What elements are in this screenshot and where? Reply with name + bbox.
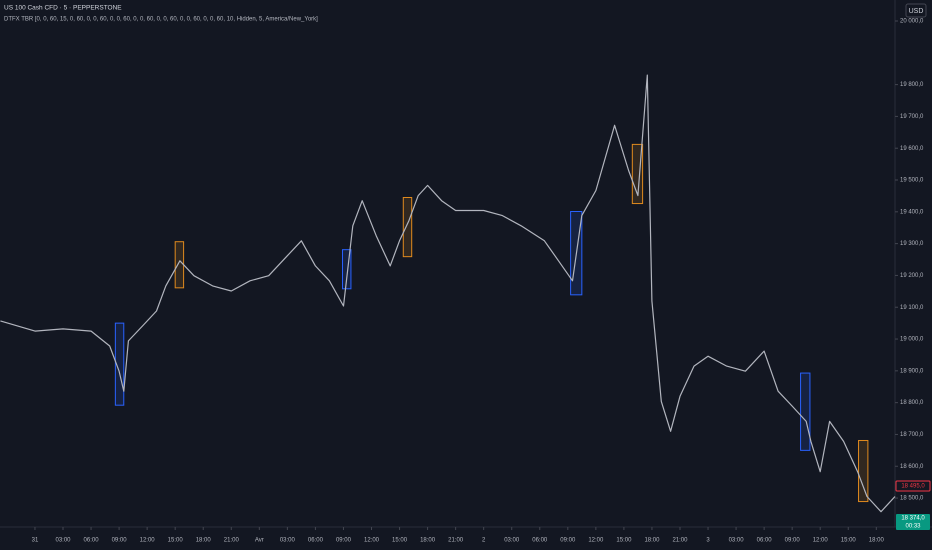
x-tick-label: Avr bbox=[255, 538, 264, 544]
y-tick-label: 19 100,0 bbox=[900, 305, 924, 311]
session-box bbox=[800, 372, 811, 451]
y-tick-label: 19 800,0 bbox=[900, 82, 924, 88]
y-tick-label: 19 700,0 bbox=[900, 114, 924, 120]
x-tick-label: 15:00 bbox=[841, 538, 857, 544]
y-tick-label: 18 500,0 bbox=[900, 496, 924, 502]
x-tick-label: 2 bbox=[482, 538, 486, 544]
x-tick-label: 15:00 bbox=[168, 538, 184, 544]
price-marker-label: 18 495,0 bbox=[901, 484, 925, 490]
x-tick-label: 09:00 bbox=[560, 538, 576, 544]
price-marker bbox=[895, 480, 931, 492]
x-tick-label: 3 bbox=[706, 538, 710, 544]
x-tick-label: 18:00 bbox=[420, 538, 436, 544]
session-box bbox=[402, 197, 413, 258]
x-tick-label: 03:00 bbox=[55, 538, 71, 544]
x-tick-label: 18:00 bbox=[869, 538, 885, 544]
x-tick-label: 21:00 bbox=[224, 538, 240, 544]
last-price-label: 18 374,0 bbox=[901, 516, 925, 522]
y-tick-label: 19 000,0 bbox=[900, 337, 924, 343]
x-tick-label: 18:00 bbox=[196, 538, 212, 544]
x-tick-label: 15:00 bbox=[616, 538, 632, 544]
last-price-badge bbox=[896, 514, 930, 530]
y-tick-label: 19 500,0 bbox=[900, 178, 924, 184]
x-tick-label: 12:00 bbox=[140, 538, 156, 544]
x-tick-label: 21:00 bbox=[448, 538, 464, 544]
x-tick-label: 09:00 bbox=[785, 538, 801, 544]
currency-button[interactable] bbox=[905, 3, 927, 18]
session-box bbox=[342, 249, 352, 290]
session-box bbox=[631, 143, 644, 205]
session-box bbox=[114, 322, 125, 406]
currency-label: USD bbox=[909, 8, 924, 15]
x-tick-label: 21:00 bbox=[672, 538, 688, 544]
session-box bbox=[858, 439, 869, 503]
x-tick-label: 03:00 bbox=[729, 538, 745, 544]
x-tick-label: 12:00 bbox=[364, 538, 380, 544]
x-tick-label: 09:00 bbox=[336, 538, 352, 544]
session-box bbox=[174, 241, 185, 289]
x-tick-label: 03:00 bbox=[504, 538, 520, 544]
y-tick-label: 19 300,0 bbox=[900, 241, 924, 247]
y-tick-label: 18 600,0 bbox=[900, 464, 924, 470]
indicator-label: DTFX TBR [0, 0, 60, 15, 0, 60, 0, 0, 60,… bbox=[4, 17, 318, 23]
x-tick-label: 15:00 bbox=[392, 538, 408, 544]
x-tick-label: 03:00 bbox=[280, 538, 296, 544]
x-tick-label: 06:00 bbox=[84, 538, 100, 544]
y-tick-label: 19 400,0 bbox=[900, 209, 924, 215]
price-line bbox=[0, 74, 896, 513]
y-tick-label: 19 200,0 bbox=[900, 273, 924, 279]
x-tick-label: 12:00 bbox=[588, 538, 604, 544]
x-tick-label: 06:00 bbox=[532, 538, 548, 544]
x-tick-label: 31 bbox=[32, 538, 39, 544]
chart-title: US 100 Cash CFD · 5 · PEPPERSTONE bbox=[4, 5, 122, 12]
x-tick-label: 06:00 bbox=[757, 538, 773, 544]
y-tick-label: 18 800,0 bbox=[900, 400, 924, 406]
y-tick-label: 18 900,0 bbox=[900, 368, 924, 374]
x-tick-label: 09:00 bbox=[112, 538, 128, 544]
x-tick-label: 06:00 bbox=[308, 538, 324, 544]
y-tick-label: 18 700,0 bbox=[900, 432, 924, 438]
x-tick-label: 18:00 bbox=[644, 538, 660, 544]
x-tick-label: 12:00 bbox=[813, 538, 829, 544]
y-tick-label: 20 000,0 bbox=[900, 19, 924, 25]
countdown-label: 00:33 bbox=[905, 524, 921, 530]
y-tick-label: 19 600,0 bbox=[900, 146, 924, 152]
